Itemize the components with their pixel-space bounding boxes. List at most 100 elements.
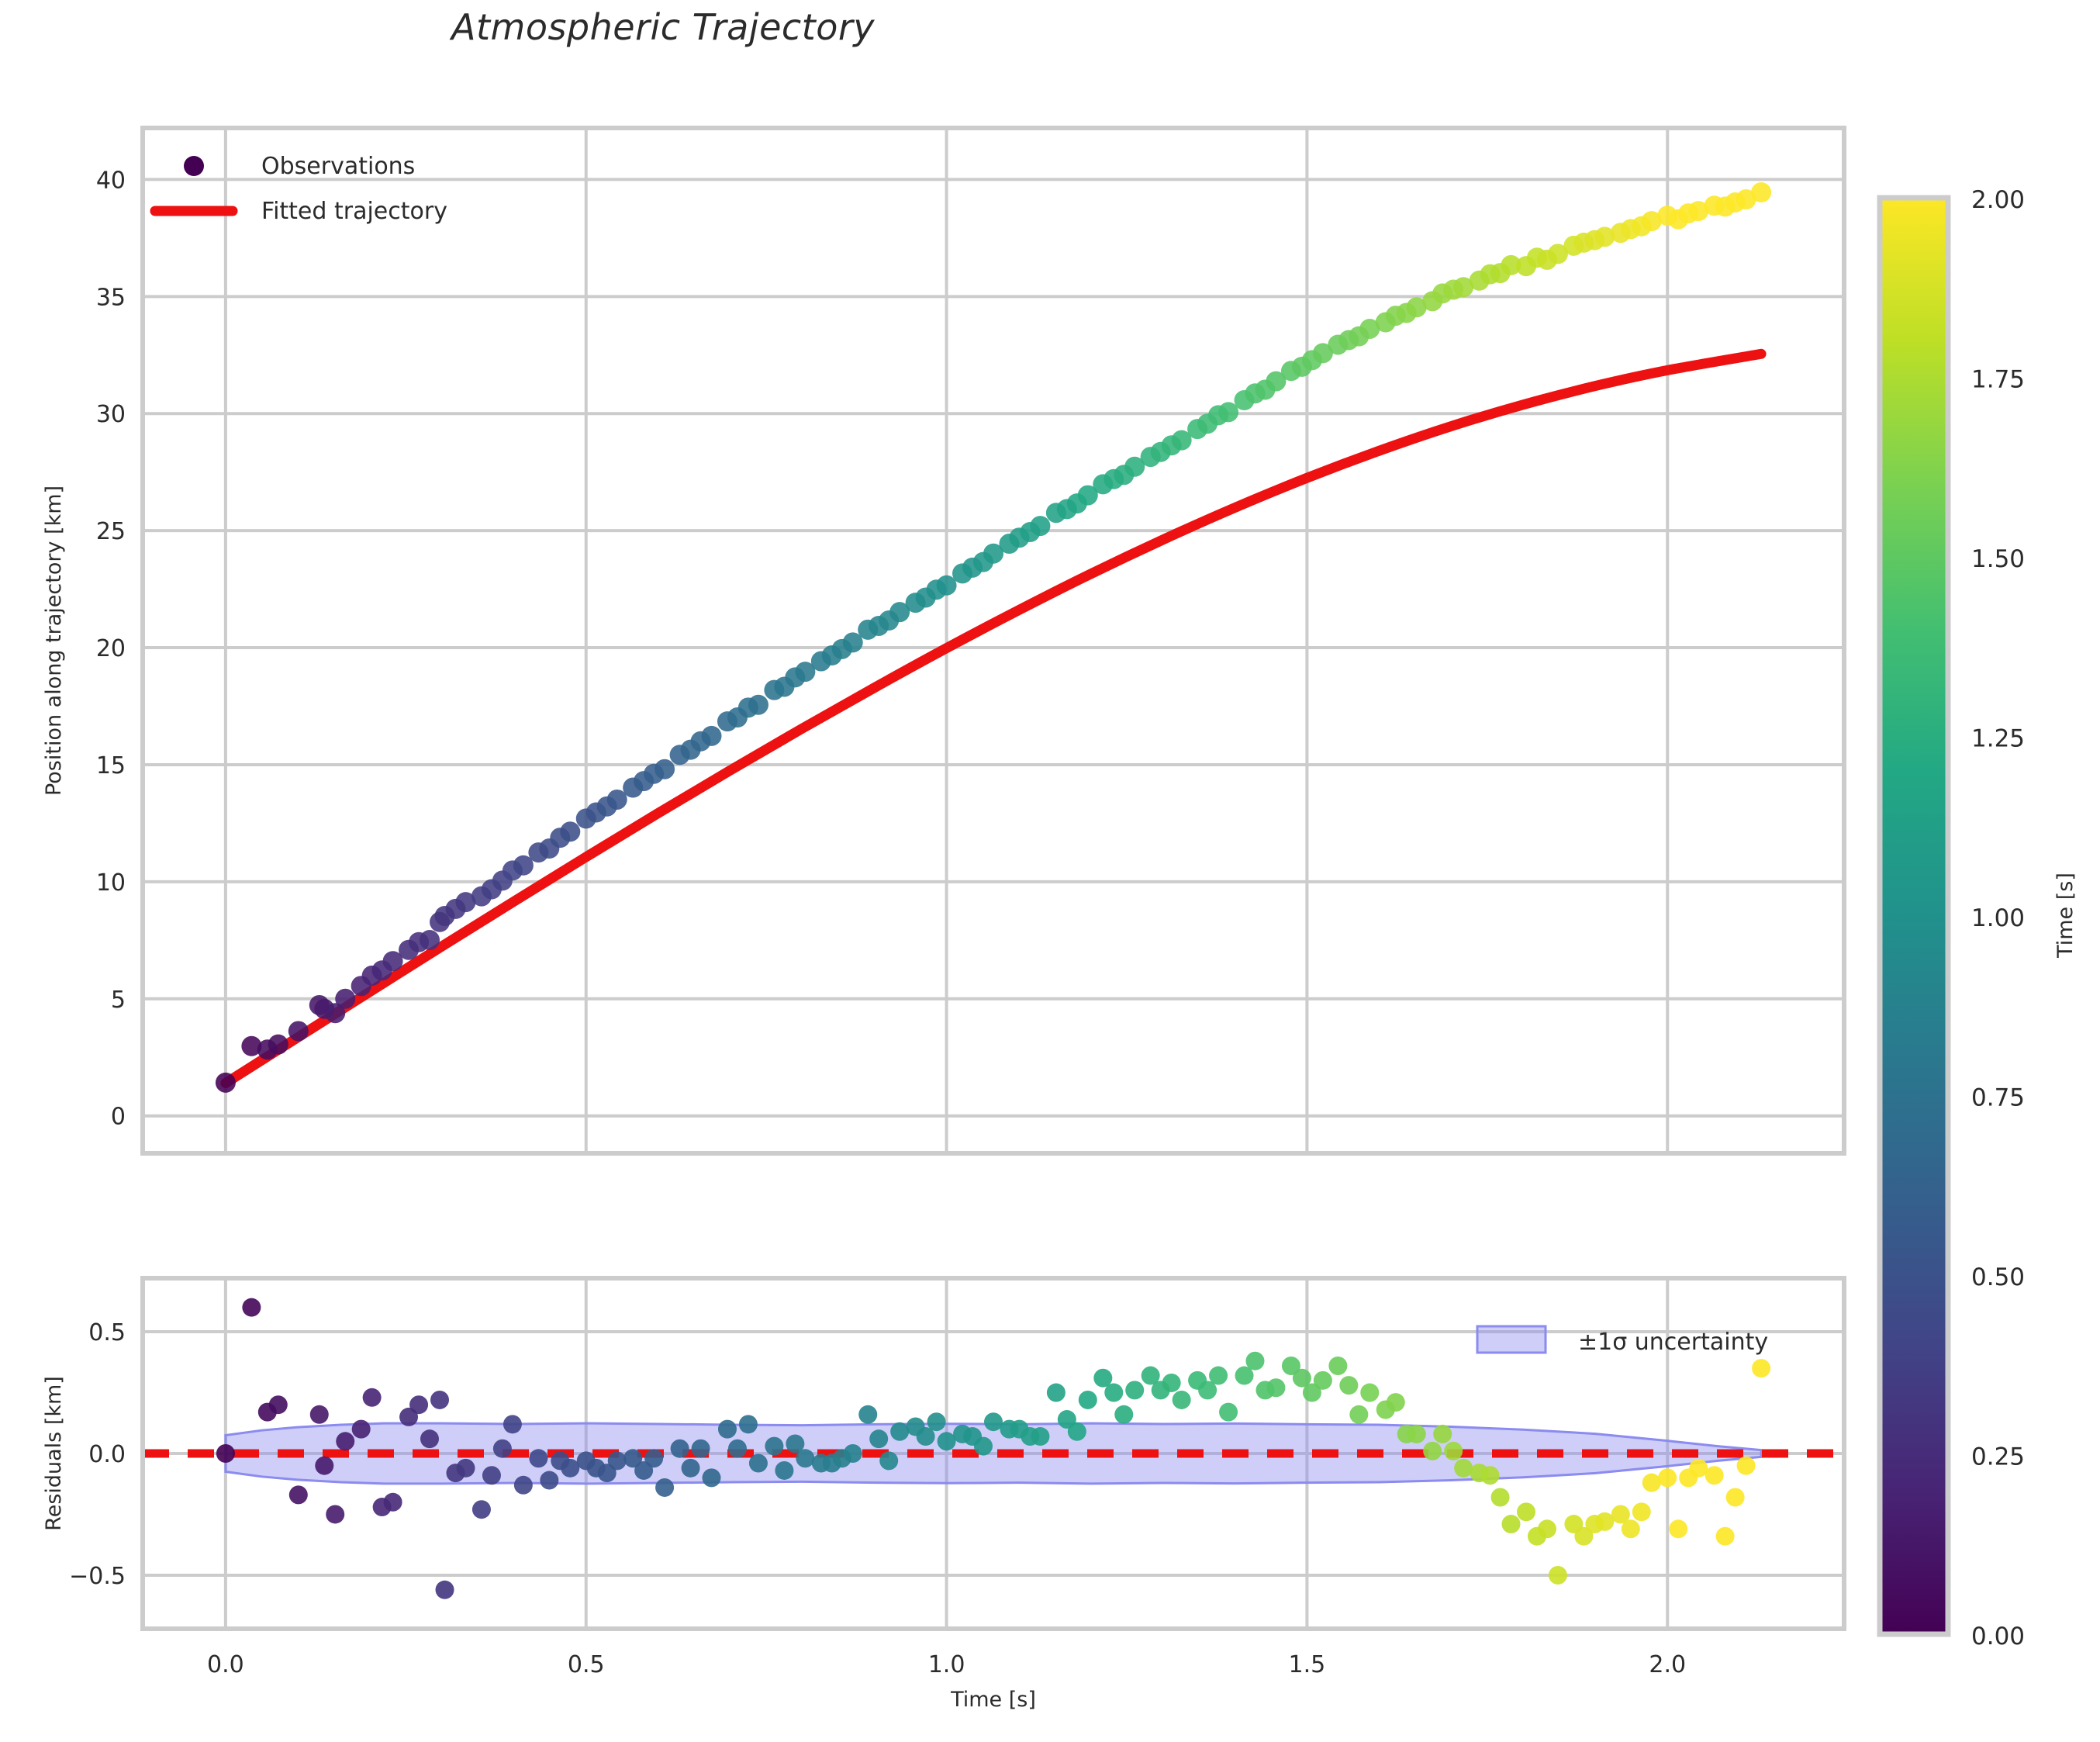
residual-point [336, 1432, 355, 1451]
observation-point [889, 602, 910, 623]
residual-point [786, 1434, 805, 1453]
colorbar-gradient[interactable] [1877, 195, 1951, 1637]
observation-point [1641, 211, 1662, 232]
colorbar-tick-label: 0.25 [1971, 1443, 2025, 1471]
observation-point [335, 988, 356, 1009]
residual-point [623, 1449, 643, 1468]
observation-point [1751, 182, 1772, 203]
residual-point [890, 1422, 910, 1441]
observation-point [1218, 402, 1239, 423]
y-tick-label: 20 [96, 635, 126, 662]
observation-point [455, 892, 476, 913]
observation-point [655, 759, 675, 779]
colorbar-tick-label: 2.00 [1971, 186, 2025, 214]
residual-point [1172, 1390, 1191, 1409]
residual-plot-tick-labels: −0.5 0.0 0.5 0.0 0.5 1.0 1.5 2.0 [69, 1319, 1686, 1678]
residual-point [492, 1439, 512, 1458]
residual-point [1407, 1424, 1426, 1443]
residual-point [1281, 1357, 1300, 1375]
residual-point [1423, 1441, 1442, 1460]
residual-point [927, 1412, 946, 1432]
observation-point [268, 1034, 288, 1055]
residual-point [1632, 1502, 1651, 1522]
residual-point [984, 1412, 1003, 1432]
residual-point [1245, 1351, 1265, 1370]
main-plot-frame [140, 126, 1846, 1156]
residual-point [796, 1449, 815, 1468]
residual-point [1219, 1402, 1238, 1422]
colorbar-tick-label: 0.75 [1971, 1084, 2025, 1112]
residual-point [1454, 1458, 1473, 1478]
residual-point [1292, 1368, 1311, 1388]
residual-plot-data [143, 1298, 1844, 1599]
residual-point [858, 1405, 878, 1424]
residual-point [607, 1451, 627, 1471]
residual-point [1642, 1473, 1661, 1492]
residual-point [1611, 1505, 1630, 1524]
y-tick-label: 35 [96, 284, 126, 311]
colorbar-tick-label: 0.50 [1971, 1263, 2025, 1291]
main-plot-data [215, 182, 1772, 1093]
observation-point [795, 662, 816, 683]
observation-point [842, 632, 863, 653]
observation-point [1312, 343, 1333, 364]
legend-marker-uncertainty [1476, 1325, 1547, 1354]
residual-point [1302, 1383, 1321, 1402]
residual-point [309, 1405, 329, 1424]
residual-point [1125, 1381, 1145, 1400]
x-tick-label: 1.0 [928, 1651, 965, 1678]
residual-point [1360, 1383, 1380, 1402]
x-tick-label: 0.5 [568, 1651, 605, 1678]
legend-marker-observations [184, 156, 204, 176]
residual-point [1752, 1359, 1771, 1378]
residual-point [430, 1390, 450, 1409]
residual-point [1162, 1373, 1181, 1392]
legend-label-observations: Observations [261, 153, 415, 180]
residual-point [1705, 1466, 1724, 1485]
residual-point [513, 1475, 533, 1495]
residual-point [362, 1388, 382, 1407]
residual-point [1736, 1456, 1756, 1475]
colorbar[interactable]: 0.00 0.25 0.50 0.75 1.00 1.25 1.50 1.75 2.00 [1877, 186, 2025, 1650]
y-tick-label: 5 [111, 987, 126, 1014]
residual-point [1658, 1468, 1677, 1488]
residual-point [409, 1395, 429, 1415]
y-tick-label: 25 [96, 518, 126, 545]
observation-point [1077, 485, 1098, 506]
residual-point [268, 1395, 288, 1415]
observation-point [241, 1035, 262, 1056]
residual-point [1328, 1357, 1348, 1375]
main-y-axis-label: Position along trajectory [km] [42, 486, 66, 796]
residual-point [1386, 1393, 1405, 1412]
x-tick-label: 1.5 [1289, 1651, 1326, 1678]
residual-point [1480, 1466, 1500, 1485]
residual-point [670, 1439, 689, 1458]
residual-point [691, 1439, 710, 1458]
observation-point [1547, 244, 1568, 264]
residual-point [1266, 1378, 1286, 1398]
residual-point [471, 1500, 491, 1519]
residual-point [1490, 1488, 1510, 1507]
residual-point [1067, 1422, 1086, 1441]
observation-point [936, 575, 957, 596]
y-tick-label: 30 [96, 401, 126, 428]
residual-point [540, 1471, 559, 1490]
colorbar-label: Time [s] [2053, 873, 2078, 959]
colorbar-tick-label: 0.00 [1971, 1623, 2025, 1650]
main-plot-grid [143, 128, 1844, 1153]
residual-point [1104, 1383, 1124, 1402]
legend-label-fitted-trajectory: Fitted trajectory [261, 198, 447, 225]
residual-point [681, 1458, 700, 1478]
main-plot-legend[interactable]: Observations Fitted trajectory [150, 153, 447, 225]
y-tick-label: 0.5 [88, 1319, 126, 1346]
residual-point [1141, 1366, 1160, 1385]
residual-plot-legend[interactable]: ±1σ uncertainty [1476, 1325, 1768, 1356]
residual-point [1078, 1390, 1097, 1409]
residual-point [1595, 1512, 1615, 1531]
fitted-trajectory-line [220, 348, 1767, 1088]
residual-point [869, 1429, 889, 1449]
observation-point [325, 1003, 346, 1024]
residual-point [727, 1439, 747, 1458]
figure-title: Atmospheric Trajectory [451, 6, 875, 48]
